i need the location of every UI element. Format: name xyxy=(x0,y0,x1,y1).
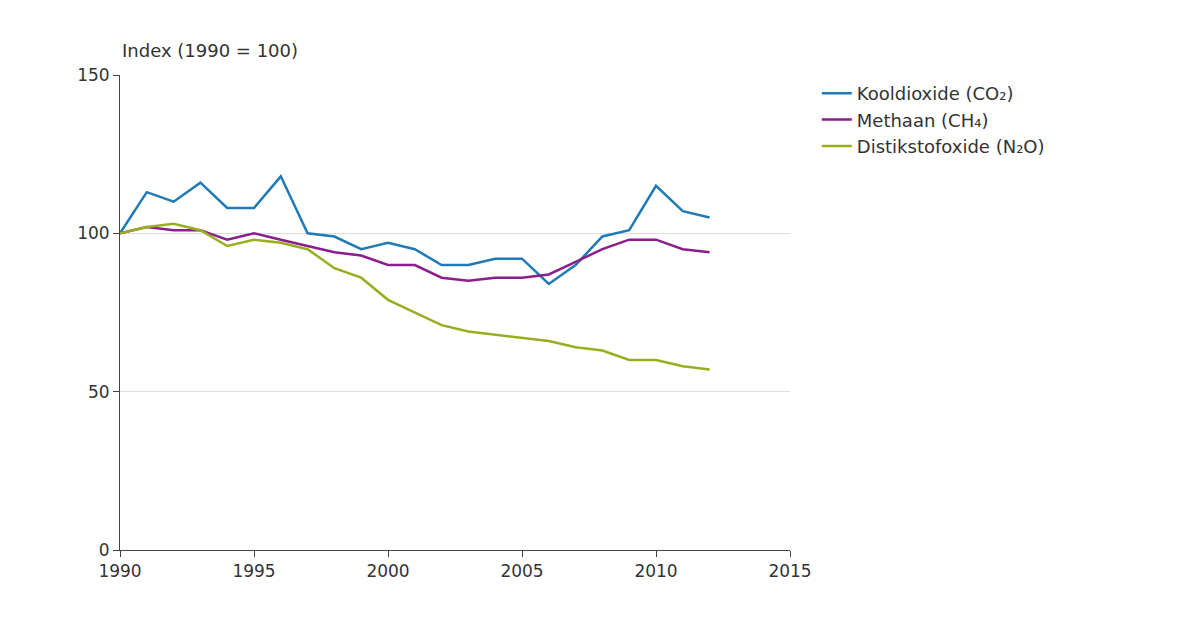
svg-text:0: 0 xyxy=(99,540,110,560)
svg-text:2005: 2005 xyxy=(500,561,543,581)
svg-text:Index (1990 = 100): Index (1990 = 100) xyxy=(122,40,298,61)
svg-text:100: 100 xyxy=(77,223,109,243)
svg-text:Distikstofoxide (N₂O): Distikstofoxide (N₂O) xyxy=(857,136,1045,157)
svg-text:Methaan (CH₄): Methaan (CH₄) xyxy=(857,110,989,131)
svg-text:2000: 2000 xyxy=(366,561,409,581)
svg-text:1995: 1995 xyxy=(232,561,275,581)
svg-text:Kooldioxide (CO₂): Kooldioxide (CO₂) xyxy=(857,83,1014,104)
svg-text:2015: 2015 xyxy=(768,561,811,581)
svg-text:1990: 1990 xyxy=(98,561,141,581)
svg-text:150: 150 xyxy=(77,65,109,85)
svg-text:50: 50 xyxy=(88,382,110,402)
svg-text:2010: 2010 xyxy=(634,561,677,581)
